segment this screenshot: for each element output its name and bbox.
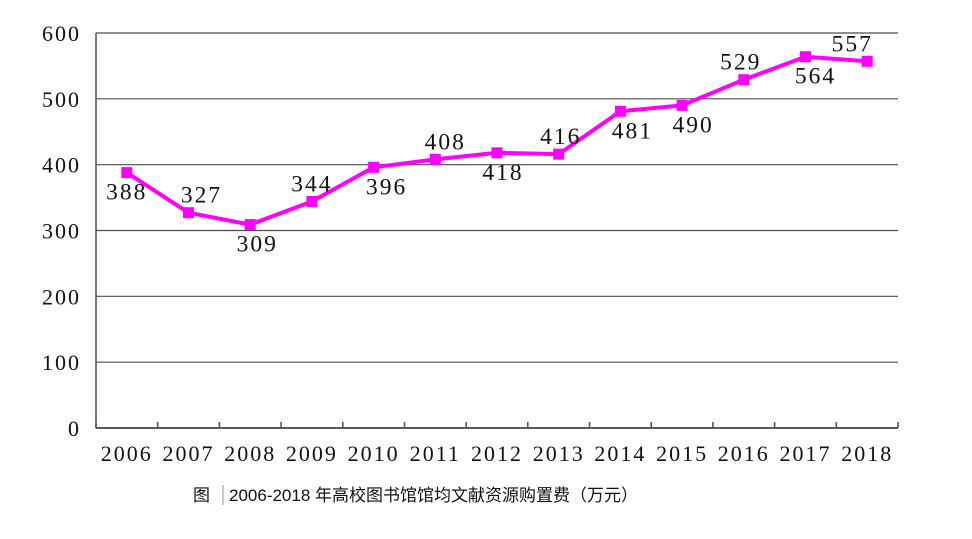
line-chart: 0 100 200 300 400 500 600 2006 2007 2008 2009 2010 2… [42,21,899,466]
data-label: 388 [106,180,147,206]
x-axis-label: 2006 [101,441,153,466]
x-axis-label: 2012 [471,441,523,466]
data-label: 396 [366,174,407,200]
x-axis-label: 2007 [163,441,215,466]
data-point-marker [183,207,194,219]
data-point-marker [368,161,380,173]
data-point-marker [121,167,133,179]
data-point-marker [800,51,811,63]
chart-caption: 图 2006-2018 年高校图书馆馆均文献资源购置费（万元） [193,484,638,508]
y-axis-label: 300 [42,219,81,244]
caption-text: 2006-2018 年高校图书馆馆均文献资源购置费（万元） [229,486,639,505]
y-axis-label: 500 [42,87,81,112]
data-label: 481 [612,118,653,144]
x-axis-label: 2018 [841,441,893,466]
data-point-marker [676,99,688,111]
data-label: 309 [237,232,278,258]
data-point-marker [614,105,626,117]
data-label: 418 [482,160,523,186]
y-axis-label: 600 [42,21,81,46]
data-point-marker [244,219,256,231]
x-axis-label: 2016 [718,441,770,466]
data-point-marker [553,148,565,160]
data-label: 529 [720,50,761,76]
data-label: 490 [672,112,713,138]
y-axis-label: 100 [42,350,81,375]
data-label: 564 [795,64,836,90]
caption-prefix: 图 [193,486,210,505]
x-axis-label: 2009 [286,441,338,466]
y-axis-label: 400 [42,153,81,178]
data-label: 344 [291,172,332,198]
data-point-marker [738,74,750,86]
data-point-marker [491,147,503,159]
x-axis-label: 2010 [348,441,400,466]
data-label: 327 [181,183,222,209]
y-axis-label: 200 [42,284,81,309]
data-point-marker [429,153,441,165]
data-point-marker [861,55,873,67]
x-axis-label: 2015 [656,441,708,466]
y-axis-label: 0 [68,416,81,441]
x-axis-label: 2011 [410,441,461,466]
series-line [124,54,870,227]
x-axis-label: 2008 [224,441,276,466]
text-cursor-mark [222,485,224,505]
x-axis-label: 2017 [780,441,832,466]
data-label: 408 [425,129,466,155]
x-axis-label: 2014 [594,441,646,466]
data-label: 557 [832,31,873,57]
data-point-marker [306,196,318,207]
data-label: 416 [540,124,581,150]
x-axis-label: 2013 [533,441,585,466]
